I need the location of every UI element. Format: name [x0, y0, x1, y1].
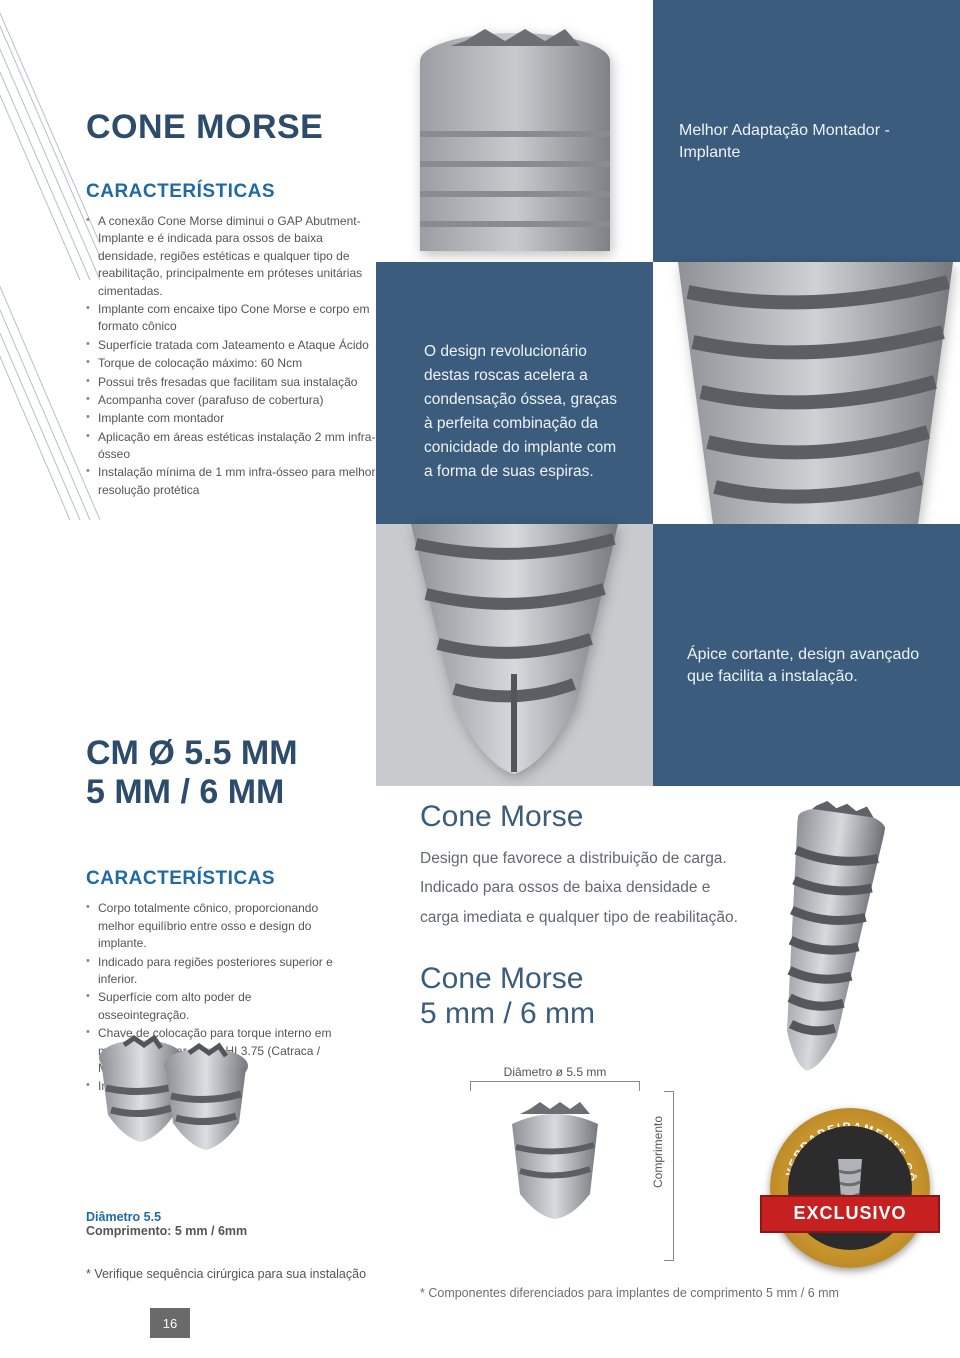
title2-line2: 5 mm / 6 mm	[420, 997, 595, 1030]
page-number: 16	[150, 1308, 190, 1338]
features2-heading: CARACTERÍSTICAS	[86, 868, 376, 890]
panel-adaptation: Melhor Adaptação Montador - Implante	[653, 0, 960, 262]
diagram-length-label: Comprimento	[651, 1116, 665, 1188]
feature-item: Superfície com alto poder de osseointegr…	[86, 989, 346, 1024]
feature-item: Aplicação em áreas estéticas instalação …	[86, 429, 376, 464]
feature-item: Indicado para regiões posteriores superi…	[86, 954, 346, 989]
feature-item: Possui três fresadas que facilitam sua i…	[86, 374, 376, 391]
feature-item: Torque de colocação máximo: 60 Ncm	[86, 355, 376, 372]
features1-heading: CARACTERÍSTICAS	[86, 181, 376, 203]
features1-list: A conexão Cone Morse diminui o GAP Abutm…	[86, 213, 376, 499]
stamp-banner: EXCLUSIVO	[760, 1195, 940, 1233]
title2-line1: Cone Morse	[420, 962, 583, 995]
implant-thread-image	[653, 262, 960, 524]
feature-item: Implante com montador	[86, 410, 376, 427]
cover-screws-image	[86, 1020, 266, 1150]
implant-apex-image	[376, 524, 653, 786]
feature-item: A conexão Cone Morse diminui o GAP Abutm…	[86, 213, 376, 300]
dimension-diagram: Diâmetro ø 5.5 mm Comprimento	[450, 1065, 660, 1227]
diagram-diameter-label: Diâmetro ø 5.5 mm	[450, 1065, 660, 1079]
diagram-top-bracket	[470, 1081, 640, 1091]
spec-title: Diâmetro 5.5	[86, 1210, 376, 1224]
panel-adaptation-text: Melhor Adaptação Montador - Implante	[679, 122, 890, 161]
feature-item: Instalação mínima de 1 mm infra-ósseo pa…	[86, 464, 376, 499]
panel-design-text: O design revolucionário destas roscas ac…	[424, 343, 617, 480]
mid-title-line1: CM Ø 5.5 MM	[86, 734, 298, 772]
panel-apex: Ápice cortante, design avançado que faci…	[653, 524, 960, 786]
feature-item: Implante com encaixe tipo Cone Morse e c…	[86, 301, 376, 336]
exclusivo-stamp: VERDADEIRAMENTE CÔNICO EXCLUSIVO	[770, 1108, 930, 1268]
full-implant-image	[750, 800, 900, 1080]
implant-head-image	[376, 0, 653, 262]
cone-morse-body: Design que favorece a distribuição de ca…	[420, 844, 750, 932]
feature-item: Superfície tratada com Jateamento e Ataq…	[86, 337, 376, 354]
mid-title: CM Ø 5.5 MM 5 MM / 6 MM	[86, 734, 376, 812]
spec-footnote: * Verifique sequência cirúrgica para sua…	[86, 1266, 376, 1283]
feature-item: Acompanha cover (parafuso de cobertura)	[86, 392, 376, 409]
mid-title-line2: 5 MM / 6 MM	[86, 773, 284, 811]
components-footnote: * Componentes diferenciados para implant…	[420, 1285, 839, 1303]
panel-design: O design revolucionário destas roscas ac…	[376, 262, 653, 524]
feature-item: Corpo totalmente cônico, proporcionando …	[86, 900, 346, 952]
diagram-right-bracket	[664, 1091, 674, 1261]
spec-sub: Comprimento: 5 mm / 6mm	[86, 1224, 376, 1238]
diagram-implant-icon	[500, 1099, 610, 1219]
page-title: CONE MORSE	[86, 108, 376, 147]
decorative-lines	[0, 0, 100, 540]
panel-apex-text: Ápice cortante, design avançado que faci…	[687, 646, 919, 685]
